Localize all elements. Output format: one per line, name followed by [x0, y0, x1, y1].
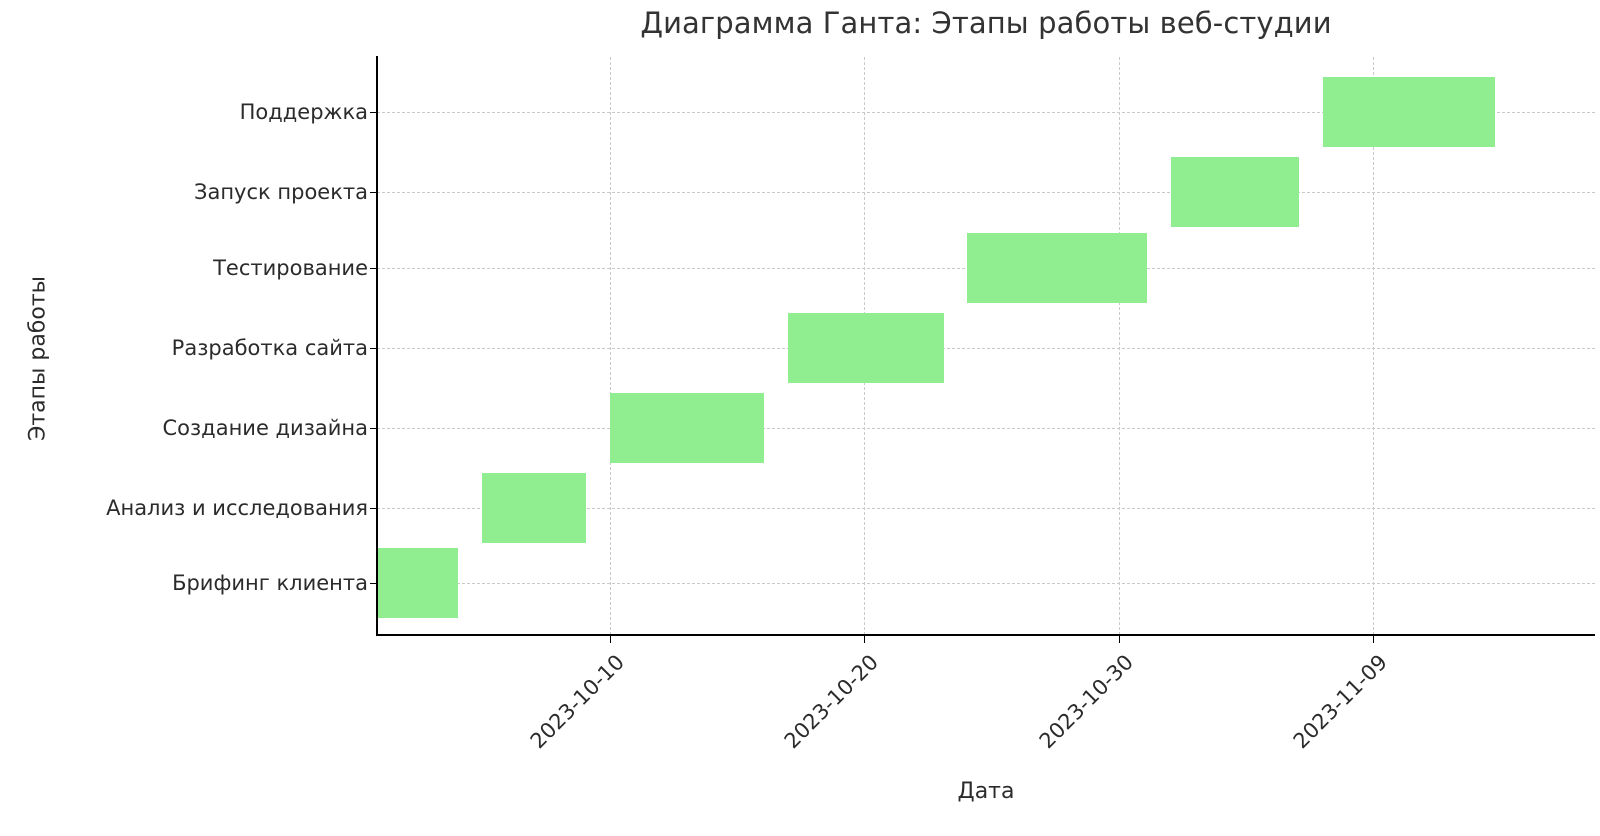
- x-gridline: [1119, 57, 1120, 635]
- y-tick-mark: [370, 192, 377, 194]
- y-axis-spine: [376, 56, 378, 636]
- y-tick-label: Брифинг клиента: [172, 571, 368, 595]
- x-gridline: [610, 57, 611, 635]
- x-axis-title: Дата: [957, 779, 1015, 804]
- y-gridline: [377, 428, 1595, 429]
- x-tick-label: 2023-11-09: [1288, 650, 1392, 754]
- x-gridline: [1373, 57, 1374, 635]
- gantt-bar: [1171, 157, 1299, 227]
- y-tick-label: Анализ и исследования: [106, 496, 368, 520]
- y-gridline: [377, 583, 1595, 584]
- y-tick-mark: [370, 508, 377, 510]
- y-gridline: [377, 348, 1595, 349]
- plot-area: [377, 57, 1595, 635]
- gantt-bar: [967, 233, 1147, 303]
- gantt-bar: [610, 393, 764, 463]
- y-gridline: [377, 508, 1595, 509]
- x-tick-label: 2023-10-30: [1034, 650, 1138, 754]
- y-gridline: [377, 192, 1595, 193]
- y-tick-mark: [370, 583, 377, 585]
- gantt-bar: [482, 473, 586, 543]
- gantt-bar: [788, 313, 944, 383]
- y-tick-label: Создание дизайна: [162, 416, 369, 440]
- gantt-bar: [377, 548, 458, 618]
- y-tick-mark: [370, 268, 377, 270]
- x-tick-mark: [610, 636, 612, 643]
- x-axis-spine: [376, 634, 1595, 636]
- gantt-bar: [1323, 77, 1495, 147]
- y-tick-mark: [370, 112, 377, 114]
- x-tick-label: 2023-10-10: [525, 650, 629, 754]
- x-tick-mark: [1373, 636, 1375, 643]
- y-tick-mark: [370, 348, 377, 350]
- chart-title: Диаграмма Ганта: Этапы работы веб-студии: [640, 6, 1332, 40]
- y-tick-label: Разработка сайта: [171, 336, 368, 360]
- x-tick-label: 2023-10-20: [779, 650, 883, 754]
- y-tick-label: Запуск проекта: [193, 180, 368, 204]
- x-tick-mark: [1119, 636, 1121, 643]
- y-tick-mark: [370, 428, 377, 430]
- y-tick-label: Поддержка: [239, 100, 368, 124]
- y-axis-title: Этапы работы: [25, 275, 51, 442]
- y-tick-label: Тестирование: [213, 256, 368, 280]
- x-tick-mark: [864, 636, 866, 643]
- y-gridline: [377, 112, 1595, 113]
